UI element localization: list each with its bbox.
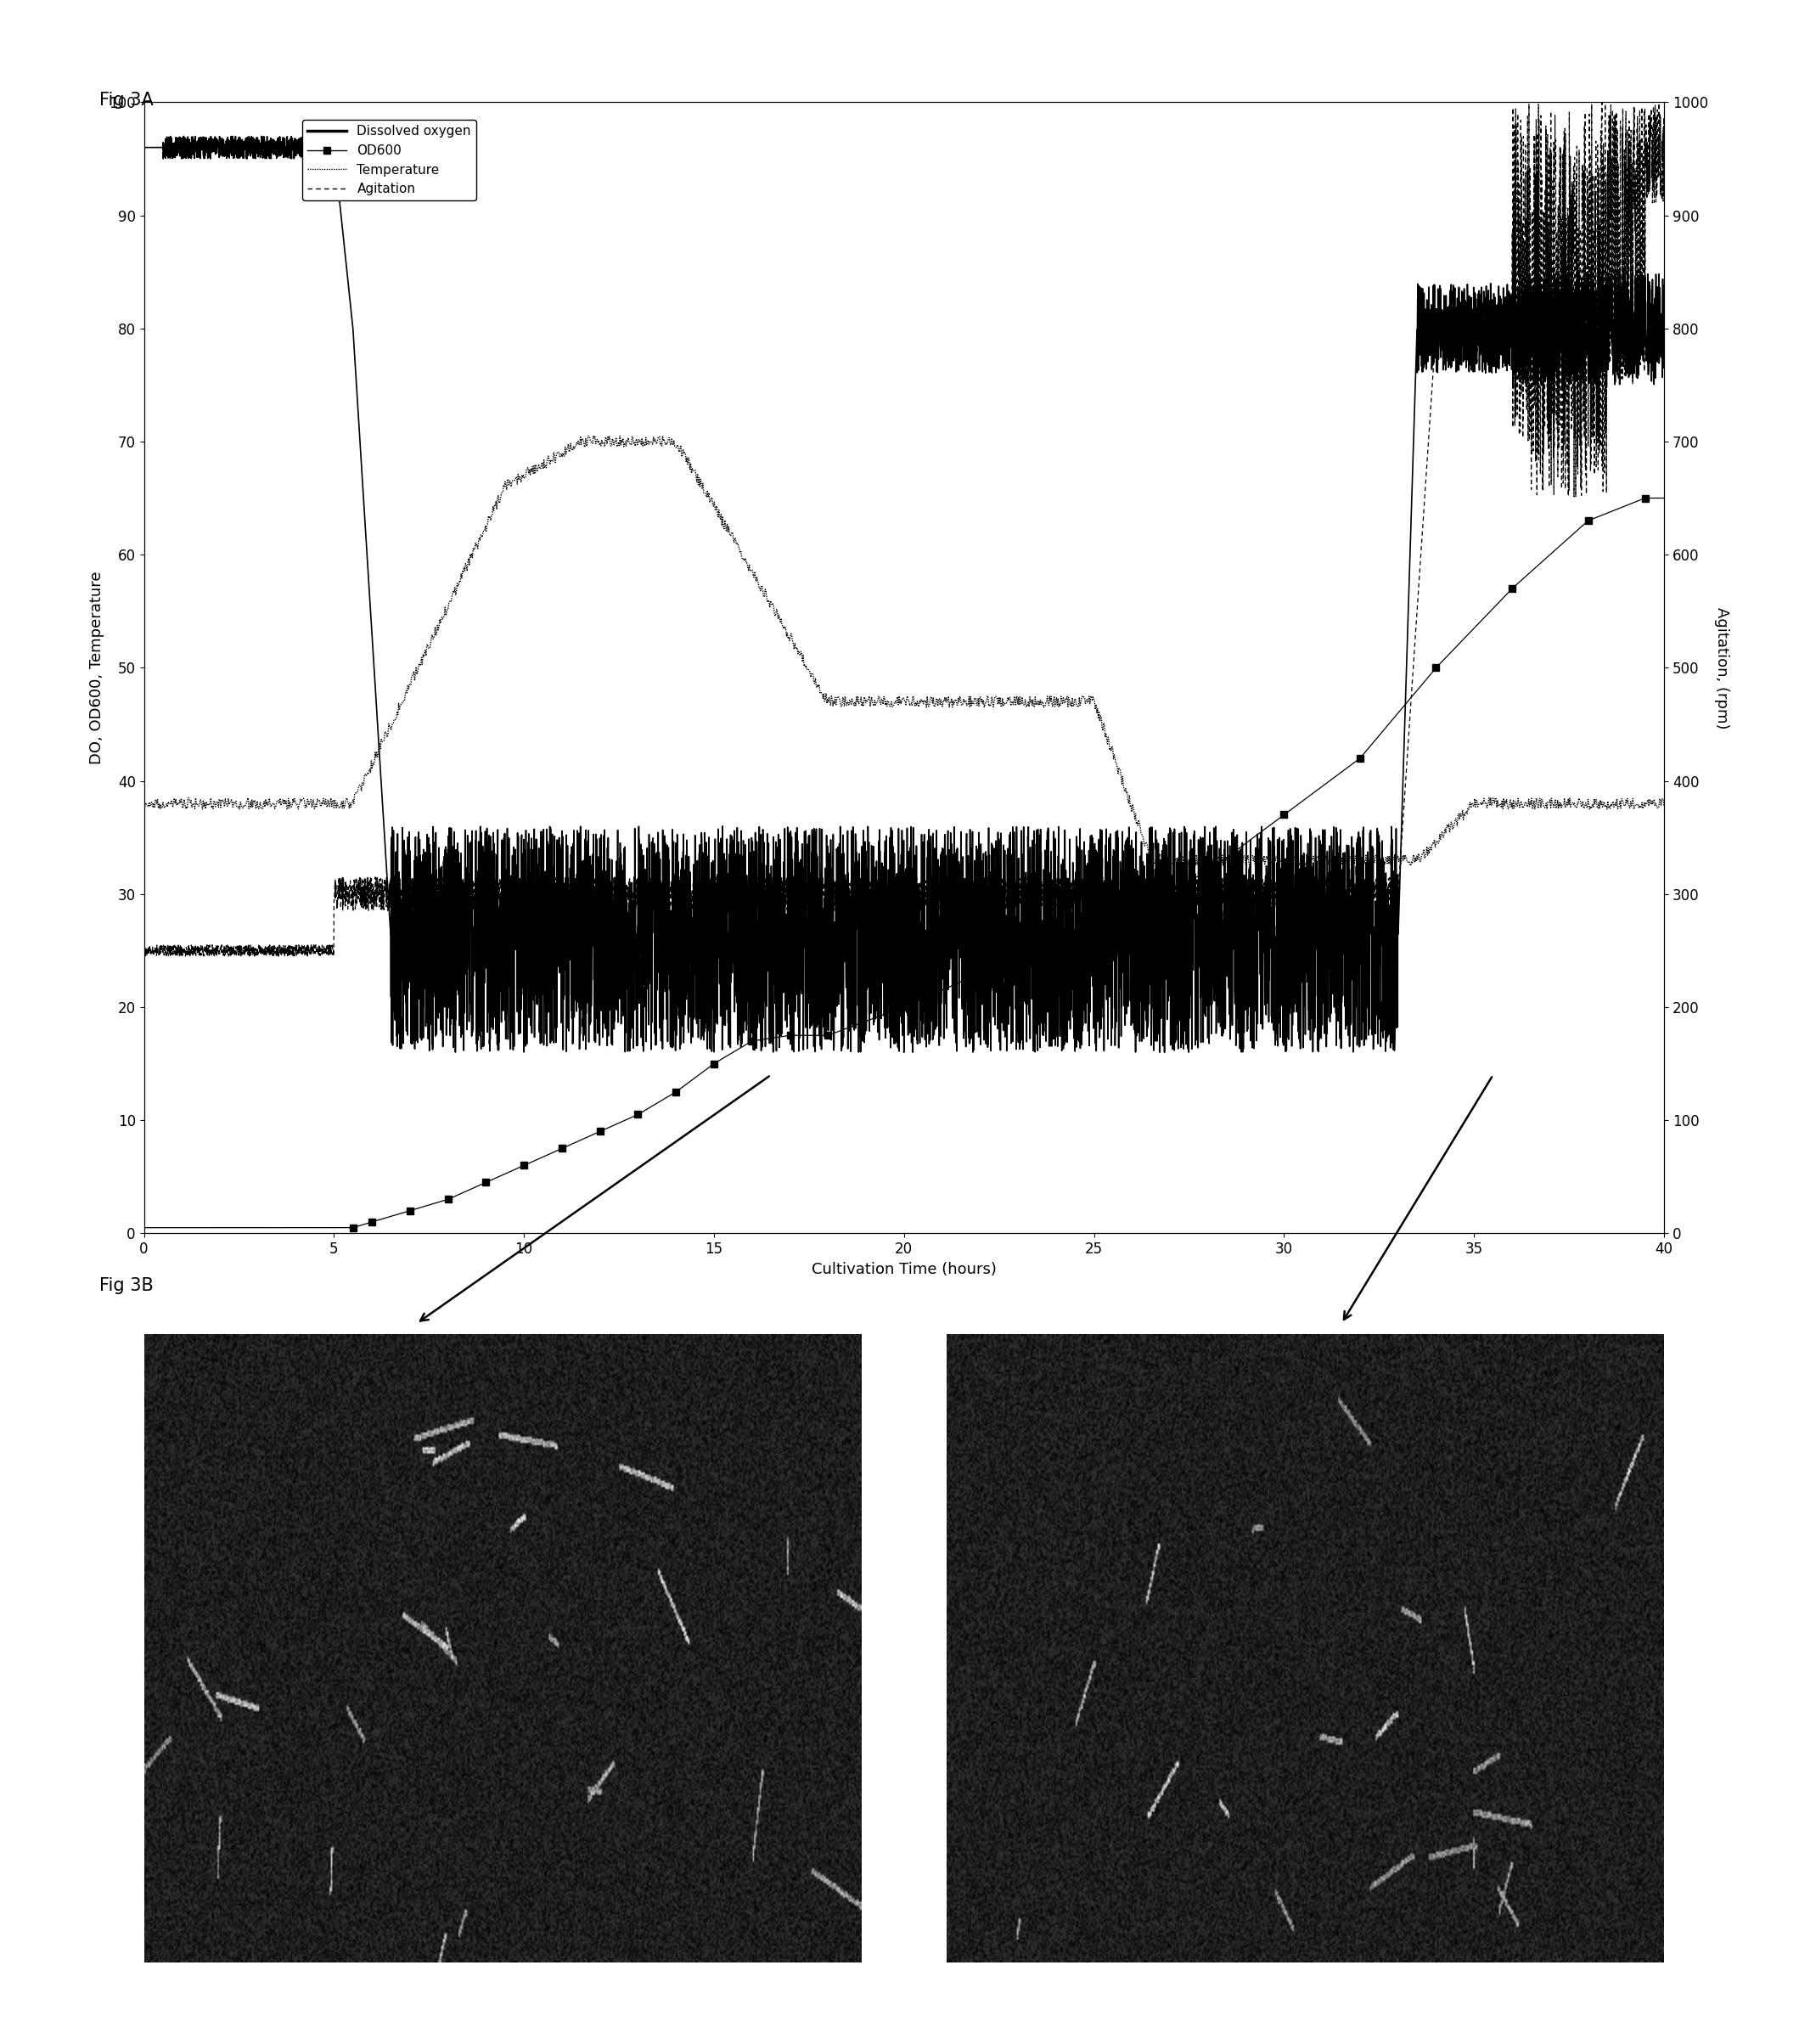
- X-axis label: Cultivation Time (hours): Cultivation Time (hours): [811, 1261, 997, 1278]
- Legend: Dissolved oxygen, OD600, Temperature, Agitation: Dissolved oxygen, OD600, Temperature, Ag…: [302, 121, 477, 200]
- Y-axis label: DO, OD600, Temperature: DO, OD600, Temperature: [88, 570, 104, 764]
- Text: Fig 3A: Fig 3A: [99, 92, 153, 108]
- Y-axis label: Agitation, (rpm): Agitation, (rpm): [1714, 607, 1729, 728]
- Text: Fig 3B: Fig 3B: [99, 1278, 153, 1294]
